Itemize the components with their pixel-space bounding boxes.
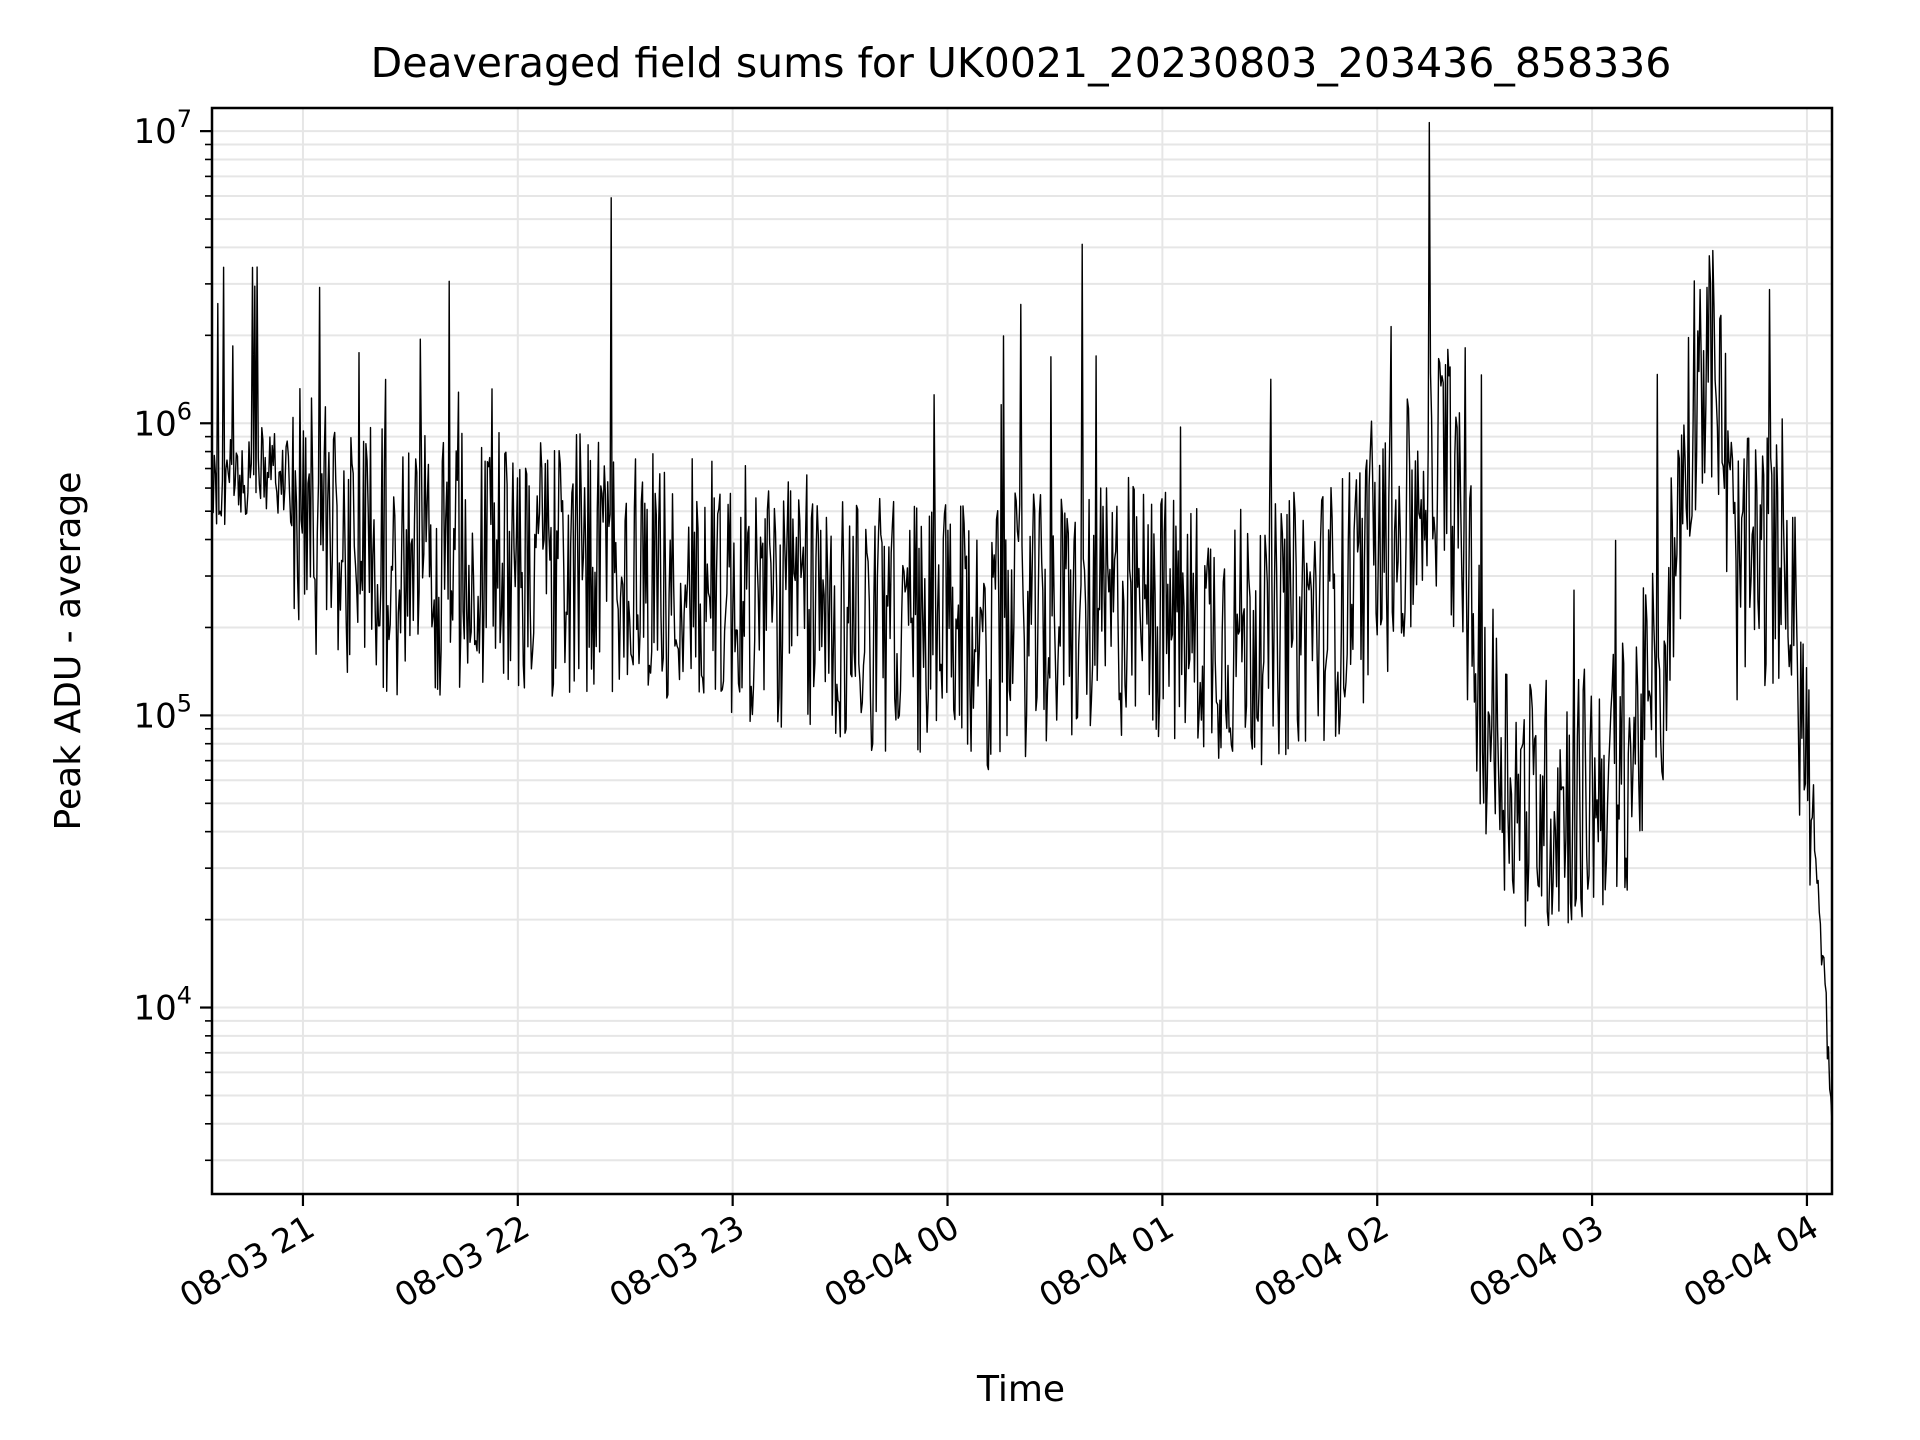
series-line: [211, 121, 1833, 1124]
y-tick-label: 106: [133, 397, 192, 444]
y-tick-label: 104: [133, 982, 192, 1029]
grid: [212, 108, 1832, 1194]
x-axis-ticks: 08-03 21 08-03 22 08-03 23 08-04 00 08-04 01…: [173, 1194, 1825, 1315]
y-axis-ticks: 104 105 106 107: [133, 105, 212, 1162]
plot-frame: [210, 106, 1834, 1196]
x-tick-label: 08-03 22: [388, 1207, 536, 1315]
x-tick-label: 08-03 23: [603, 1207, 751, 1315]
y-tick-label: 105: [133, 689, 192, 736]
x-tick-label: 08-03 21: [173, 1207, 321, 1315]
x-axis-label: Time: [976, 1369, 1065, 1410]
x-tick-label: 08-04 00: [818, 1207, 966, 1315]
series-area: [211, 121, 1833, 1124]
x-tick-label: 08-04 01: [1032, 1207, 1180, 1315]
x-tick-label: 08-04 03: [1462, 1207, 1610, 1315]
x-tick-label: 08-04 02: [1247, 1207, 1395, 1315]
y-axis-label: Peak ADU - average: [48, 472, 89, 831]
y-tick-label: 107: [133, 105, 192, 152]
x-tick-label: 08-04 04: [1677, 1207, 1825, 1315]
chart-title: Deaveraged field sums for UK0021_2023080…: [371, 39, 1672, 87]
